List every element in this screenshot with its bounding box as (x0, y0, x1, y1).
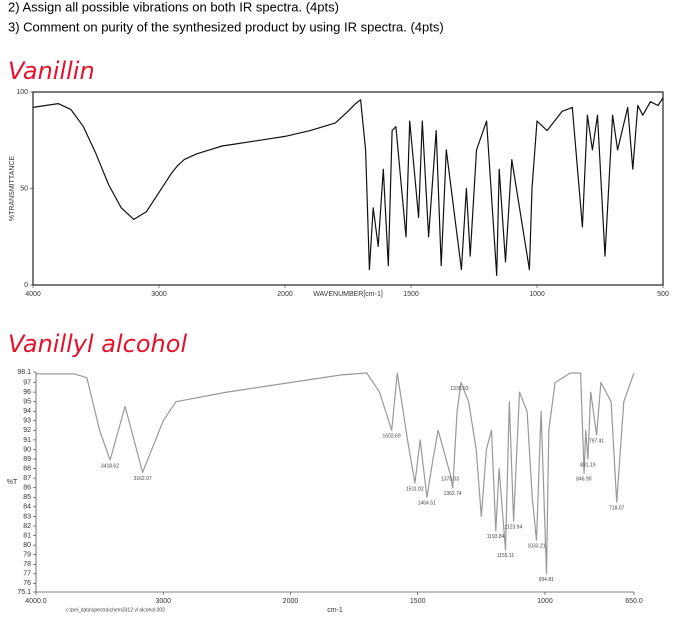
y-tick-label: 81 (23, 532, 31, 539)
y-tick-label: 91 (23, 437, 31, 444)
y-tick-label: 76 (23, 580, 31, 587)
x-tick-label: 1000 (529, 291, 545, 298)
y-tick-label: 90 (23, 446, 31, 453)
x-tick-label: 500 (657, 291, 669, 298)
y-tick-label: 93 (23, 418, 31, 425)
x-tick-label: 1000 (537, 598, 553, 605)
peak-label: 797.41 (589, 438, 605, 444)
peak-label: 1464.51 (418, 501, 436, 507)
x-axis-label: WAVENUMBER[cm-1] (313, 291, 383, 298)
peak-label: 1033.21 (527, 544, 545, 550)
y-axis-label: %T (7, 479, 18, 486)
peak-label: 1123.94 (505, 525, 523, 531)
peak-label: 718.07 (609, 505, 625, 511)
x-tick-label: 2000 (277, 291, 293, 298)
y-tick-label: 96 (23, 389, 31, 396)
y-tick-label: 92 (23, 427, 31, 434)
x-tick-label: 2000 (283, 598, 299, 605)
x-tick-label: 3000 (151, 291, 167, 298)
peak-label: 3162.07 (134, 476, 152, 482)
x-tick-label: 650.0 (625, 598, 643, 605)
y-tick-label: 82 (23, 523, 31, 530)
peak-label: 1362.74 (444, 491, 462, 497)
y-tick-label: 83 (23, 513, 31, 520)
y-tick-label: 87 (23, 475, 31, 482)
file-path: c:\pel_data\spectra\chem3312 vl alcohol.… (66, 607, 165, 613)
question: 3) Comment on purity of the synthesized … (8, 19, 444, 34)
x-tick-label: 4000.0 (25, 598, 47, 605)
spectrum-line (36, 372, 635, 575)
x-tick-label: 1500 (403, 291, 419, 298)
y-tick-label: 78 (23, 561, 31, 568)
peak-label: 831.19 (580, 462, 596, 468)
y-tick-label: 50 (20, 185, 28, 192)
y-tick-label: 88 (23, 465, 31, 472)
peak-label: 1373.03 (441, 477, 459, 483)
peak-label: 994.81 (539, 577, 555, 583)
chart-title: Vanillyl alcohol (8, 330, 187, 358)
y-tick-label: 86 (23, 485, 31, 492)
y-tick-label: 97 (23, 379, 31, 386)
y-tick-label: 95 (23, 398, 31, 405)
y-tick-label: 77 (23, 571, 31, 578)
question: 2) Assign all possible vibrations on bot… (8, 0, 339, 14)
peak-label: 3418.62 (101, 463, 119, 469)
peak-label: 1193.84 (487, 534, 505, 540)
peak-label: 1155.11 (497, 553, 515, 559)
y-tick-label: 85 (23, 494, 31, 501)
y-tick-label: 89 (23, 456, 31, 463)
y-tick-label: 94 (23, 408, 31, 415)
y-tick-label: 80 (23, 542, 31, 549)
y-tick-label: 100 (16, 89, 28, 96)
peak-label: 1602.69 (383, 434, 401, 440)
x-axis-label: cm-1 (327, 607, 343, 614)
peak-label: 1335.93 (450, 386, 468, 392)
x-tick-label: 1500 (410, 598, 426, 605)
y-tick-label: 98.1 (17, 369, 31, 376)
peak-label: 846.90 (576, 477, 592, 483)
x-tick-label: 3000 (155, 598, 171, 605)
chart-title: Vanillin (8, 57, 95, 85)
spectrum-line (32, 97, 664, 276)
x-tick-label: 4000 (25, 291, 41, 298)
y-tick-label: 84 (23, 504, 31, 511)
peak-label: 1511.02 (406, 486, 424, 492)
y-tick-label: 79 (23, 552, 31, 559)
y-axis-label: %TRANSMITTANCE (9, 156, 16, 222)
y-tick-label: 0 (24, 282, 28, 289)
plot-frame (32, 91, 664, 286)
y-tick-label: 75.1 (17, 589, 31, 596)
